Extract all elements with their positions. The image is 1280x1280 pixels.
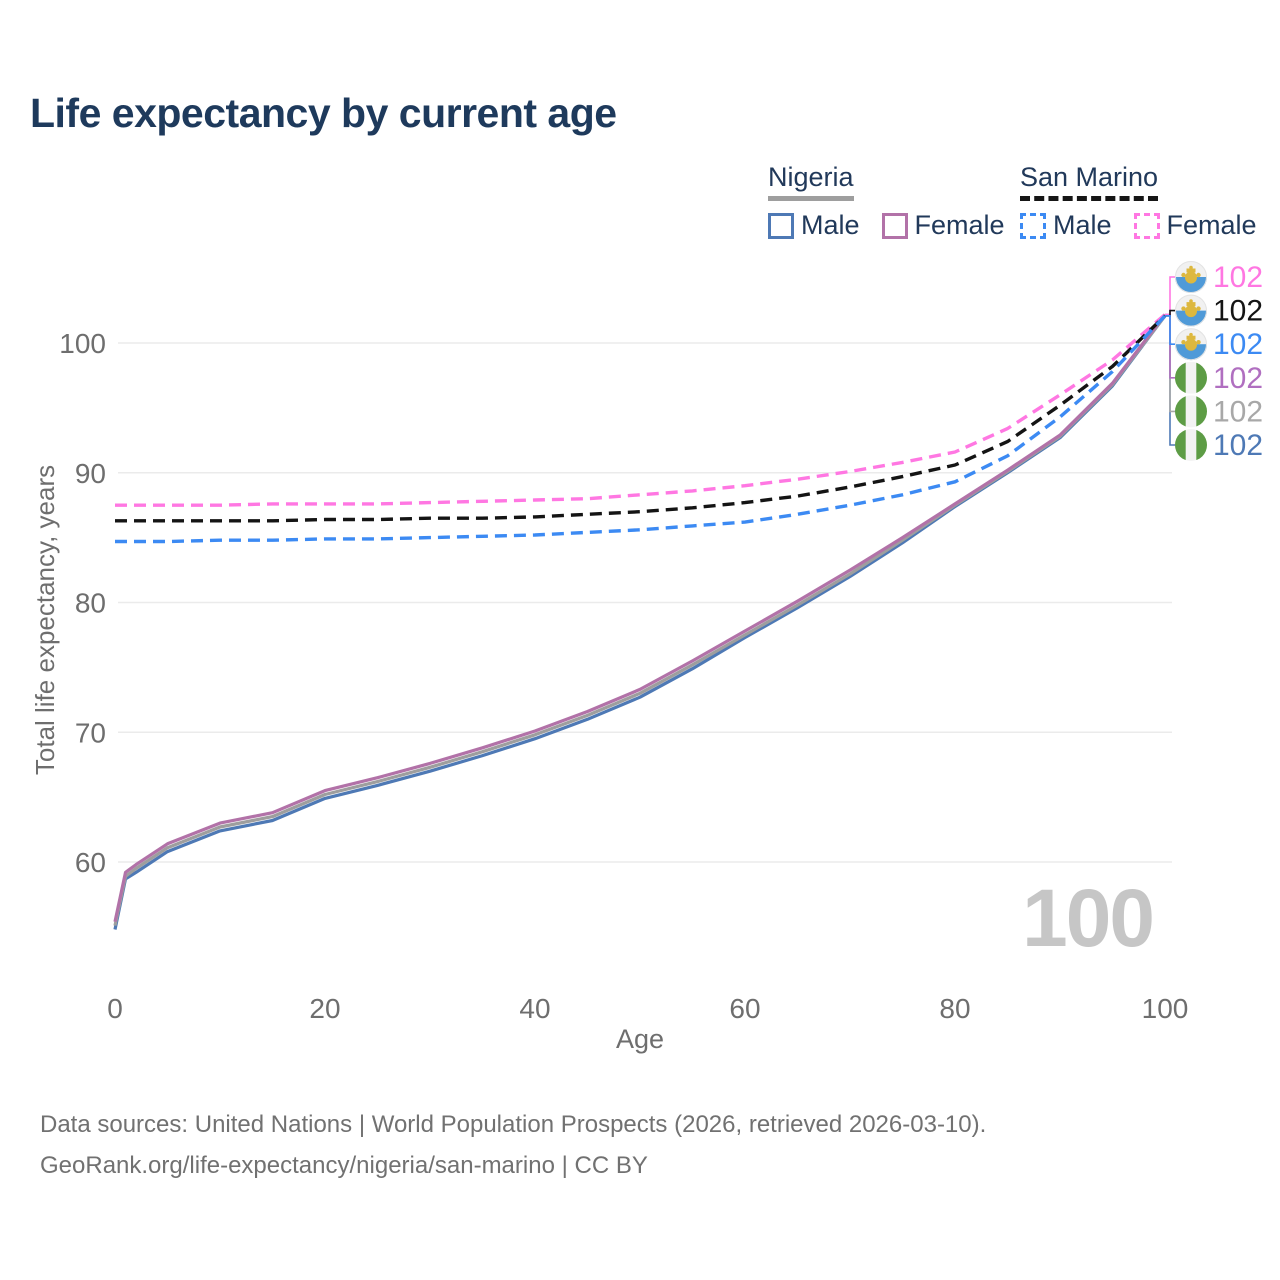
x-axis-label: Age bbox=[615, 1024, 665, 1054]
san-marino-male-swatch-icon bbox=[1020, 212, 1046, 239]
leader-line-san-marino-male bbox=[1165, 315, 1175, 345]
series-line-san-marino-female bbox=[115, 313, 1167, 507]
series-line-nigeria-male bbox=[113, 314, 1167, 930]
y-tick-60: 60 bbox=[75, 847, 106, 878]
san-marino-flag-icon bbox=[1175, 328, 1207, 361]
y-tick-70: 70 bbox=[75, 717, 106, 748]
legend-label-nigeria-female: Female bbox=[914, 210, 1005, 240]
series-line-san-marino-combined bbox=[115, 314, 1167, 523]
legend-group-san-marino: San Marino Male Female bbox=[1020, 162, 1257, 241]
legend-country-san-marino[interactable]: San Marino bbox=[1020, 162, 1159, 201]
end-value-label-san-marino-male: 102 bbox=[1213, 328, 1263, 361]
x-tick-100: 100 bbox=[1142, 993, 1189, 1024]
x-tick-20: 20 bbox=[309, 993, 340, 1024]
legend-items-san-marino: Male Female bbox=[1020, 210, 1257, 241]
legend-label-nigeria-male: Male bbox=[801, 210, 860, 240]
footer-attribution: GeoRank.org/life-expectancy/nigeria/san-… bbox=[40, 1152, 648, 1179]
y-tick-90: 90 bbox=[75, 458, 106, 489]
nigeria-flag-icon bbox=[1175, 429, 1207, 461]
san-marino-female-swatch-icon bbox=[1133, 212, 1160, 239]
san-marino-flag-icon bbox=[1175, 294, 1207, 327]
end-value-label-nigeria-combined: 102 bbox=[1213, 395, 1263, 428]
x-tick-80: 80 bbox=[939, 993, 970, 1024]
san-marino-flag-icon bbox=[1175, 261, 1207, 293]
nigeria-flag-icon bbox=[1175, 361, 1207, 394]
y-tick-100: 100 bbox=[59, 328, 106, 359]
end-value-label-san-marino-combined: 102 bbox=[1213, 295, 1263, 328]
legend-item-nigeria-female[interactable]: Female bbox=[881, 210, 1005, 241]
x-tick-60: 60 bbox=[729, 993, 760, 1024]
series-line-nigeria-combined bbox=[113, 314, 1167, 926]
leader-line-san-marino-female bbox=[1165, 276, 1175, 316]
legend-item-nigeria-male[interactable]: Male bbox=[768, 210, 860, 241]
legend-items-nigeria: Male Female bbox=[768, 210, 1005, 241]
end-value-label-nigeria-male: 102 bbox=[1213, 429, 1263, 462]
page-title: Life expectancy by current age bbox=[30, 90, 617, 136]
y-axis-label: Total life expectancy, years bbox=[29, 464, 60, 776]
legend-item-san-marino-female[interactable]: Female bbox=[1133, 210, 1257, 241]
x-tick-40: 40 bbox=[519, 993, 550, 1024]
legend-label-san-marino-female: Female bbox=[1166, 210, 1257, 240]
end-value-label-san-marino-female: 102 bbox=[1213, 261, 1263, 294]
end-value-label-nigeria-female: 102 bbox=[1213, 362, 1263, 395]
legend-label-san-marino-male: Male bbox=[1053, 210, 1112, 240]
age-counter: 100 bbox=[1022, 873, 1155, 964]
nigeria-female-swatch-icon bbox=[881, 212, 908, 239]
nigeria-male-swatch-icon bbox=[768, 212, 794, 239]
legend-group-nigeria: Nigeria Male Female bbox=[768, 162, 1005, 241]
series-line-san-marino-male bbox=[115, 314, 1167, 544]
footer-data-sources: Data sources: United Nations | World Pop… bbox=[40, 1111, 987, 1138]
series-line-nigeria-female bbox=[113, 313, 1167, 923]
x-tick-0: 0 bbox=[107, 993, 123, 1024]
legend-item-san-marino-male[interactable]: Male bbox=[1020, 210, 1112, 241]
y-tick-80: 80 bbox=[75, 588, 106, 619]
footer: Data sources: United Nations | World Pop… bbox=[40, 1104, 986, 1186]
legend-country-nigeria[interactable]: Nigeria bbox=[768, 162, 854, 201]
nigeria-flag-icon bbox=[1175, 395, 1207, 428]
